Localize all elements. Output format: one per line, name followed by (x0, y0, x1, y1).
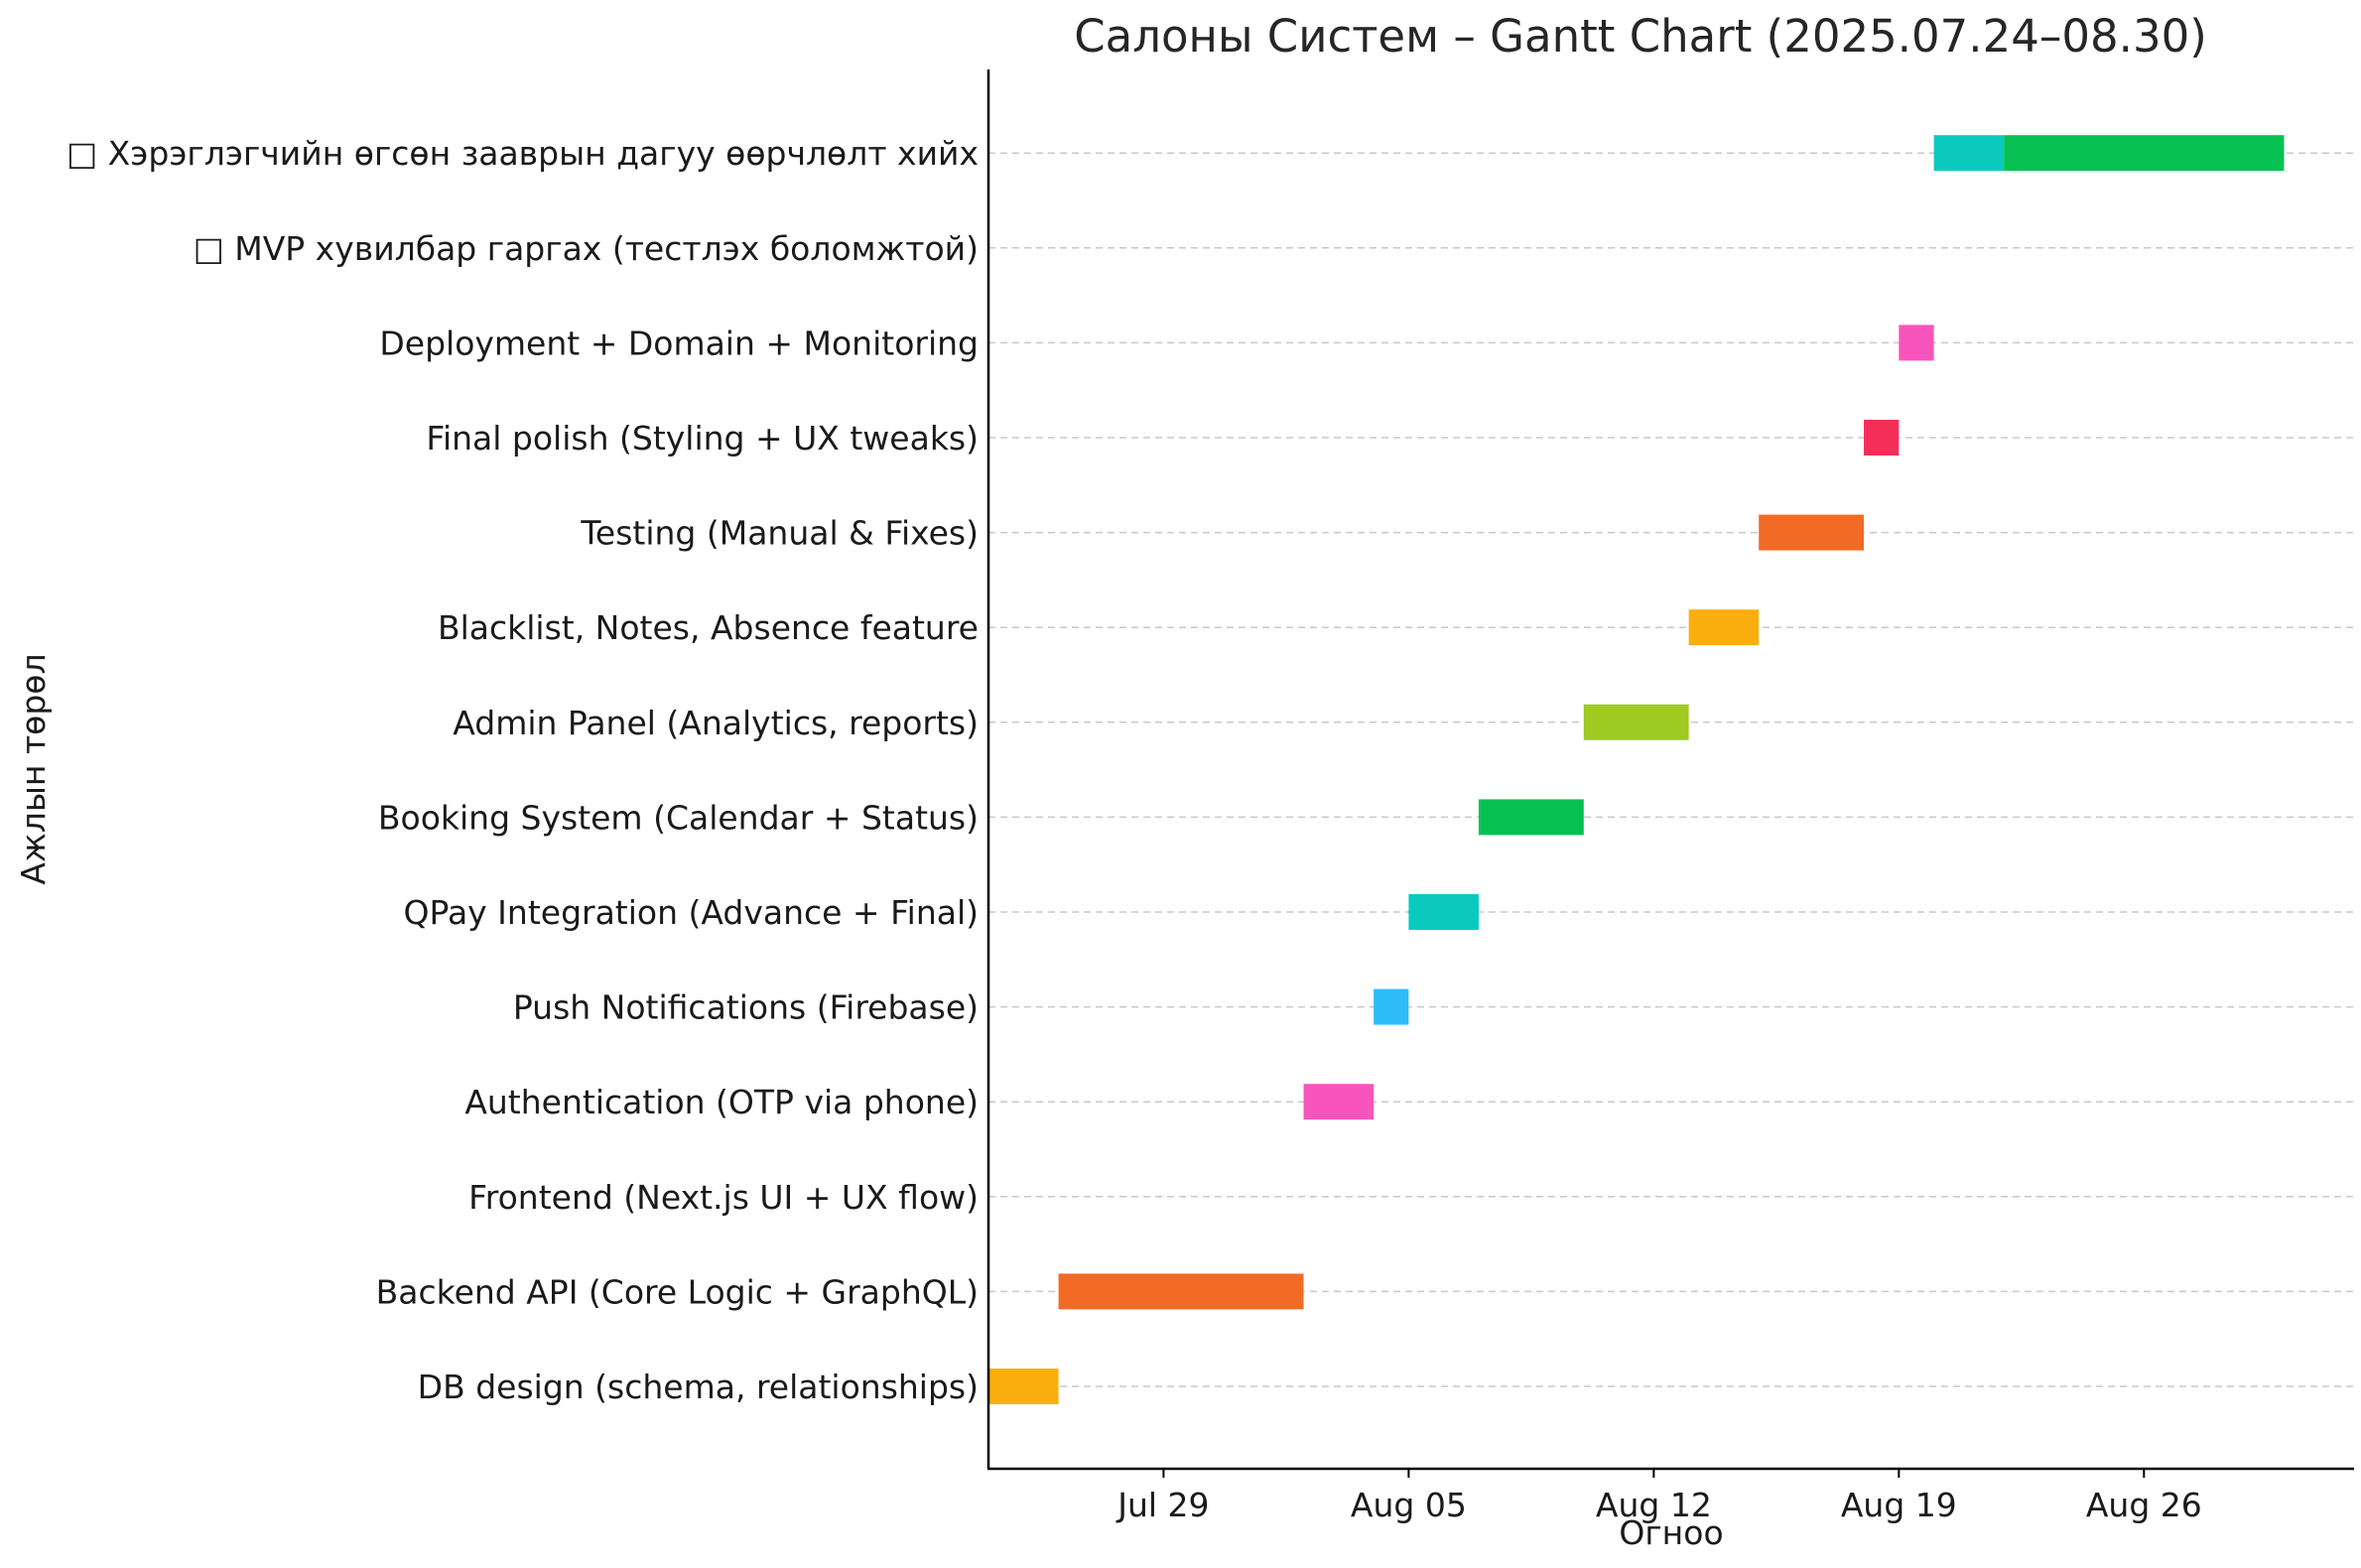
axes (986, 69, 2354, 1471)
task-label: Blacklist, Notes, Absence feature (438, 608, 979, 647)
x-tick-label: Aug 19 (1841, 1486, 1957, 1524)
task-label: Frontend (Next.js UI + UX flow) (468, 1178, 979, 1217)
x-tick-label: Jul 29 (1115, 1486, 1209, 1524)
task-label: Authentication (OTP via phone) (464, 1083, 979, 1121)
task-bar (1303, 1084, 1375, 1120)
task-label: Deployment + Domain + Monitoring (379, 324, 979, 362)
task-bar (1408, 894, 1479, 930)
task-bar (988, 1369, 1059, 1404)
task-label: QPay Integration (Advance + Final) (404, 893, 979, 932)
x-tick-label: Aug 26 (2086, 1486, 2202, 1524)
x-tick-label: Aug 05 (1351, 1486, 1467, 1524)
task-label: Booking System (Calendar + Status) (378, 798, 979, 837)
x-tick-label: Aug 12 (1596, 1486, 1712, 1524)
task-bar (1058, 1273, 1304, 1310)
x-axis-ticks: Jul 29 Aug 05 Aug 12 Aug 19 Aug 26 (1115, 1469, 2202, 1524)
task-bar (1478, 799, 1584, 836)
task-label: □ MVP хувилбар гаргах (тестлэх боломжтой… (194, 229, 979, 268)
task-bar (1899, 325, 1934, 361)
task-bar (1759, 514, 1865, 551)
task-label: Final polish (Styling + UX tweaks) (426, 419, 979, 457)
task-bar (1864, 420, 1900, 456)
y-axis-title: Ажлын төрөл (14, 653, 53, 884)
task-label: Testing (Manual & Fixes) (580, 514, 979, 553)
gridlines (988, 152, 2354, 1387)
task-labels: DB design (schema, relationships) Backend… (66, 134, 979, 1406)
task-label: □ Хэрэглэгчийн өгсөн зааврын дагуу өөрчл… (66, 134, 979, 173)
task-label: DB design (schema, relationships) (418, 1368, 979, 1406)
task-bar (1933, 135, 2005, 172)
task-label: Admin Panel (Analytics, reports) (453, 704, 979, 742)
task-bar (2004, 135, 2285, 172)
x-axis-title: Огноо (1619, 1513, 1723, 1552)
chart-title: Салоны Систем – Gantt Chart (2025.07.24–… (1074, 10, 2207, 63)
task-label: Push Notifications (Firebase) (513, 988, 979, 1027)
task-label: Backend API (Core Logic + GraphQL) (376, 1272, 979, 1311)
task-bar (1688, 609, 1760, 646)
task-bars (988, 135, 2285, 1404)
task-bar (1583, 704, 1689, 740)
task-bar (1374, 988, 1409, 1025)
